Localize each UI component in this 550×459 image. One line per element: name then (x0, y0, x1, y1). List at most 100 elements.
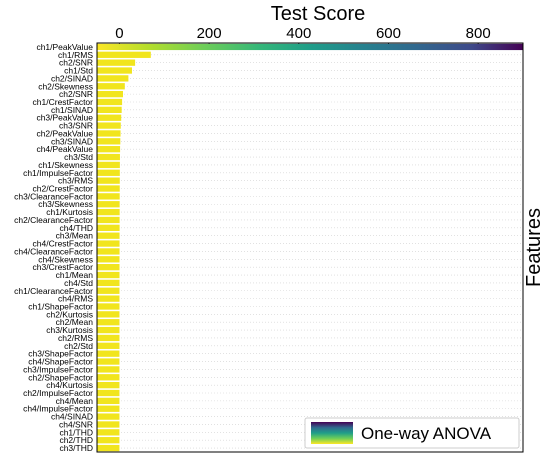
bar (97, 264, 120, 271)
y-tick-label: ch1/ClearanceFactor (14, 286, 93, 296)
x-axis-label: Test Score (271, 3, 365, 25)
y-tick-label: ch4/RMS (58, 294, 93, 304)
bar (97, 193, 120, 200)
y-tick-label: ch1/PeakValue (36, 42, 93, 52)
bars (97, 43, 523, 452)
y-tick-label: ch1/CrestFactor (33, 97, 94, 107)
bar (97, 429, 120, 436)
bar (97, 366, 120, 373)
y-tick-label: ch4/THD (59, 223, 93, 233)
y-tick-label: ch1/Std (64, 66, 93, 76)
bar (97, 342, 120, 349)
bar (97, 232, 120, 239)
y-tick-label: ch3/ShapeFactor (28, 349, 93, 359)
y-tick-label: ch4/Mean (56, 396, 94, 406)
y-tick-label: ch2/SNR (59, 58, 93, 68)
y-tick-label: ch4/SINAD (51, 412, 93, 422)
x-tick-label: 800 (466, 25, 491, 42)
y-tick-label: ch1/Skewness (38, 160, 93, 170)
y-tick-label: ch2/ShapeFactor (28, 372, 93, 382)
bar (97, 319, 120, 326)
bar (97, 311, 120, 318)
legend-label: One-way ANOVA (361, 424, 492, 443)
bar (97, 75, 129, 82)
bar (97, 437, 120, 444)
y-tick-label: ch1/Kurtosis (46, 207, 93, 217)
bar (97, 279, 120, 287)
y-tick-label: ch3/RMS (58, 176, 93, 186)
y-tick-label: ch1/SINAD (51, 105, 93, 115)
bar (97, 256, 120, 263)
x-tick-label: 0 (115, 25, 123, 42)
y-axis-label: Features (523, 208, 545, 287)
y-tick-label: ch4/SNR (59, 419, 93, 429)
bar (97, 381, 120, 389)
bar (97, 295, 120, 302)
y-tick-label: ch1/THD (59, 427, 93, 437)
bar (97, 177, 120, 184)
x-tick-label: 600 (376, 25, 401, 42)
y-tick-label: ch3/THD (59, 443, 93, 453)
y-tick-label: ch2/PeakValue (36, 128, 93, 138)
grid-lines (97, 46, 523, 449)
bar (97, 358, 120, 365)
bar (97, 334, 120, 342)
y-tick-label: ch2/SINAD (51, 73, 93, 83)
bar (97, 389, 120, 397)
bar (97, 161, 120, 169)
legend-swatch (311, 422, 353, 444)
bar (97, 201, 120, 208)
bar (97, 271, 120, 279)
y-tick-label: ch3/Skewness (38, 199, 93, 209)
y-tick-label: ch4/PeakValue (36, 144, 93, 154)
x-axis-ticks: 0 200 400 600 800 (115, 25, 491, 47)
bar (97, 114, 122, 121)
y-tick-label: ch3/SINAD (51, 136, 93, 146)
bar (97, 421, 120, 428)
bar (97, 413, 120, 420)
bar (97, 303, 120, 310)
y-tick-label: ch3/PeakValue (36, 113, 93, 123)
y-tick-label: ch3/ImpulseFactor (23, 364, 93, 374)
y-axis-tick-labels: ch1/PeakValuech1/RMSch2/SNRch1/Stdch2/SI… (14, 42, 93, 453)
bar (97, 83, 125, 90)
bar (97, 216, 120, 224)
bar (97, 90, 124, 98)
y-tick-label: ch4/Skewness (38, 254, 93, 264)
y-tick-label: ch2/Std (64, 341, 93, 351)
bar (97, 130, 121, 137)
bar (97, 153, 120, 161)
y-tick-label: ch1/ShapeFactor (28, 301, 93, 311)
y-tick-label: ch4/CrestFactor (33, 239, 94, 249)
y-tick-label: ch4/ImpulseFactor (23, 404, 93, 414)
y-tick-label: ch1/Mean (56, 270, 94, 280)
bar (97, 51, 151, 58)
y-tick-label: ch3/ClearanceFactor (14, 191, 93, 201)
bar (97, 138, 121, 145)
y-tick-label: ch2/Mean (56, 317, 94, 327)
legend-box (304, 417, 520, 449)
bar (97, 397, 120, 405)
y-tick-label: ch4/Std (64, 278, 93, 288)
bar (97, 185, 120, 192)
y-tick-label: ch3/Mean (56, 231, 94, 241)
y-tick-label: ch2/RMS (58, 333, 93, 343)
bar (97, 240, 120, 247)
x-tick-label: 200 (197, 25, 222, 42)
y-tick-label: ch4/Kurtosis (46, 380, 93, 390)
bar (97, 59, 136, 66)
bar (97, 98, 123, 106)
y-tick-label: ch2/ImpulseFactor (23, 388, 93, 398)
y-tick-label: ch2/Kurtosis (46, 309, 93, 319)
y-tick-label: ch2/Skewness (38, 81, 93, 91)
y-tick-label: ch3/Kurtosis (46, 325, 93, 335)
bar (97, 224, 120, 231)
y-tick-label: ch2/SNR (59, 89, 93, 99)
bar (97, 208, 120, 216)
bar (97, 146, 121, 153)
y-tick-label: ch3/Std (64, 152, 93, 162)
bar (97, 106, 122, 114)
y-tick-label: ch4/ClearanceFactor (14, 246, 93, 256)
bar (97, 122, 121, 129)
